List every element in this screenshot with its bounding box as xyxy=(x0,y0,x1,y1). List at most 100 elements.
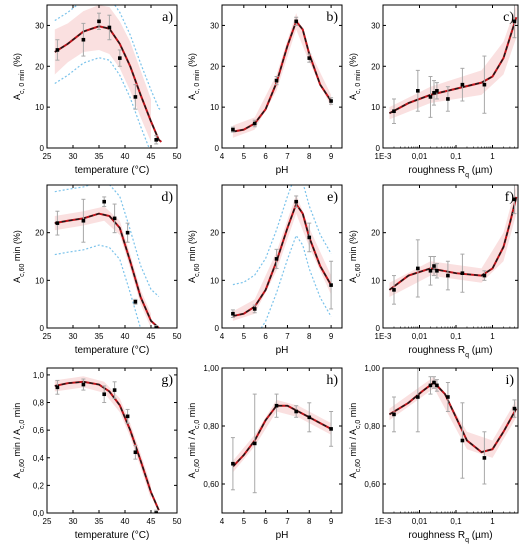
data-point xyxy=(416,89,420,93)
data-point xyxy=(432,264,436,268)
plot-area xyxy=(230,13,334,138)
data-point xyxy=(428,269,433,273)
x-tick-label: 5 xyxy=(242,152,247,161)
panel-label: f) xyxy=(505,190,515,205)
data-point xyxy=(460,82,465,87)
x-tick-label: 0,01 xyxy=(412,517,428,526)
fit-line xyxy=(54,380,160,511)
data-point xyxy=(446,273,450,278)
chart-panel-b: 4 5 6 7 8 9 0 10 20 30 pH Ac, 0 min (%) b) xyxy=(187,4,343,176)
axes-frame xyxy=(221,4,343,149)
x-axis-label: roughness Rq (µm) xyxy=(408,165,492,179)
data-point xyxy=(446,97,450,101)
y-tick-label: 1,00 xyxy=(203,364,219,373)
panel-label: a) xyxy=(162,10,173,25)
x-tick-label: 1E-3 xyxy=(375,152,392,161)
x-axis-label: temperature (°C) xyxy=(75,345,150,356)
data-point xyxy=(133,450,138,455)
x-tick-label: 1E-3 xyxy=(375,332,392,341)
data-point xyxy=(107,25,112,30)
x-tick-label: 30 xyxy=(69,332,78,341)
data-point xyxy=(482,273,487,278)
data-point xyxy=(252,307,257,311)
y-tick-label: 20 xyxy=(35,62,44,71)
data-point xyxy=(231,311,235,316)
data-point xyxy=(55,221,60,225)
x-tick-label: 50 xyxy=(173,332,182,341)
y-tick-label: 0,8 xyxy=(33,399,45,408)
data-point xyxy=(133,95,138,99)
confidence-band xyxy=(54,206,151,328)
fit-line-dashed xyxy=(232,19,332,133)
data-point xyxy=(428,95,433,99)
x-tick-label: 35 xyxy=(95,517,104,526)
data-point xyxy=(274,78,279,83)
y-tick-label: 0,60 xyxy=(364,480,380,489)
data-point xyxy=(97,19,101,24)
axes-frame xyxy=(46,4,178,149)
data-point xyxy=(231,127,235,132)
prediction-band-lower xyxy=(54,244,142,328)
axes-frame xyxy=(221,184,343,329)
data-point xyxy=(231,461,235,466)
data-point xyxy=(102,199,106,204)
plot-area xyxy=(54,5,163,148)
y-axis-label: Ac,60 min / Ac,0 min xyxy=(348,403,362,479)
y-axis-label: Ac,60 min (%) xyxy=(348,230,362,283)
x-tick-label: 6 xyxy=(263,517,268,526)
data-point xyxy=(329,283,333,287)
x-tick-label: 40 xyxy=(121,152,130,161)
y-tick-label: 30 xyxy=(371,21,380,30)
y-tick-label: 0 xyxy=(215,144,220,153)
data-point xyxy=(154,511,158,513)
data-point xyxy=(460,271,465,275)
chart-panel-h: 4 5 6 7 8 9 0,60 0,80 1,00 pH Ac,60 min / Ac,0 min… xyxy=(187,364,343,541)
x-tick-label: 7 xyxy=(285,517,290,526)
x-tick-label: 1 xyxy=(490,152,495,161)
fit-line-dashed xyxy=(232,405,332,468)
fit-line-dashed xyxy=(54,381,160,511)
data-point xyxy=(416,395,420,399)
data-point xyxy=(154,326,158,328)
data-point xyxy=(435,269,439,273)
plot-area xyxy=(230,185,334,328)
panel-label: i) xyxy=(505,373,514,388)
data-point xyxy=(460,438,465,443)
fit-line xyxy=(232,19,332,133)
y-axis-label: Ac,60 min / Ac,0 min xyxy=(12,403,26,479)
y-tick-label: 20 xyxy=(35,229,44,238)
plot-area xyxy=(388,185,518,305)
y-tick-label: 0 xyxy=(215,324,220,333)
data-point xyxy=(307,56,312,60)
x-tick-label: 0,1 xyxy=(450,152,462,161)
x-axis-label: roughness Rq (µm) xyxy=(408,530,492,544)
y-tick-label: 0 xyxy=(40,144,45,153)
x-tick-label: 9 xyxy=(329,152,334,161)
axes-frame xyxy=(46,367,178,514)
x-tick-label: 40 xyxy=(121,517,130,526)
data-point xyxy=(446,395,450,399)
prediction-band-upper xyxy=(54,185,160,297)
confidence-band xyxy=(54,5,151,142)
data-point xyxy=(392,288,396,292)
x-tick-label: 0,1 xyxy=(450,517,462,526)
x-tick-label: 5 xyxy=(242,332,247,341)
y-tick-label: 0 xyxy=(376,144,381,153)
data-point xyxy=(307,235,312,240)
plot-area xyxy=(388,5,518,124)
y-axis-label: Ac, 0 min (%) xyxy=(12,53,26,100)
y-tick-label: 0,80 xyxy=(203,422,219,431)
x-axis-label: pH xyxy=(276,345,289,356)
y-tick-label: 10 xyxy=(35,276,44,285)
data-point xyxy=(274,257,279,261)
data-point xyxy=(125,414,130,419)
data-point xyxy=(428,383,433,388)
data-point xyxy=(294,19,298,24)
x-tick-label: 7 xyxy=(285,332,290,341)
data-point xyxy=(435,383,439,388)
y-tick-label: 10 xyxy=(371,103,380,112)
y-tick-label: 20 xyxy=(210,62,219,71)
